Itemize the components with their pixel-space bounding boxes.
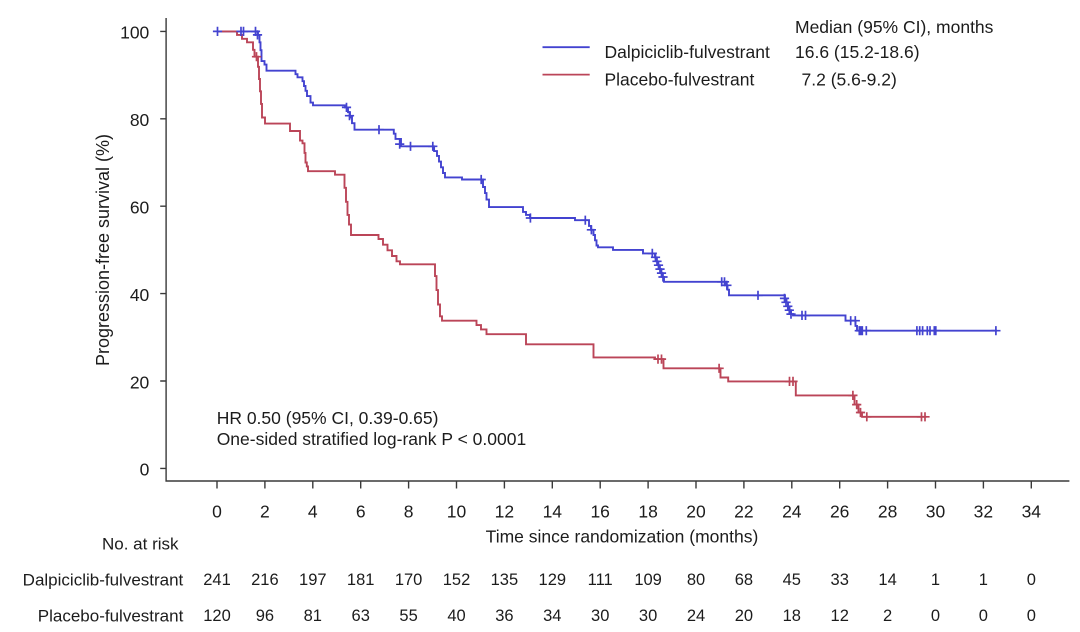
svg-text:6: 6 xyxy=(356,501,366,521)
svg-text:Time since randomization (mont: Time since randomization (months) xyxy=(486,527,759,547)
svg-text:216: 216 xyxy=(251,571,279,589)
svg-text:0: 0 xyxy=(1027,571,1036,589)
svg-text:0: 0 xyxy=(212,501,222,521)
svg-text:No. at risk: No. at risk xyxy=(102,535,179,554)
svg-text:One-sided stratified log-rank: One-sided stratified log-rank P < 0.0001 xyxy=(217,429,527,449)
svg-text:12: 12 xyxy=(495,501,514,521)
svg-text:22: 22 xyxy=(734,501,753,521)
svg-text:1: 1 xyxy=(931,571,940,589)
svg-text:Dalpiciclib-fulvestrant: Dalpiciclib-fulvestrant xyxy=(605,42,770,62)
svg-text:Progression-free survival (%): Progression-free survival (%) xyxy=(93,134,113,366)
svg-text:40: 40 xyxy=(130,285,150,305)
svg-text:10: 10 xyxy=(447,501,467,521)
svg-text:34: 34 xyxy=(1022,501,1042,521)
svg-text:63: 63 xyxy=(352,607,370,625)
svg-text:0: 0 xyxy=(140,460,150,480)
svg-text:24: 24 xyxy=(782,501,802,521)
svg-text:8: 8 xyxy=(404,501,414,521)
svg-text:100: 100 xyxy=(120,23,149,43)
svg-text:197: 197 xyxy=(299,571,327,589)
svg-text:241: 241 xyxy=(203,571,231,589)
svg-text:Dalpiciclib-fulvestrant: Dalpiciclib-fulvestrant xyxy=(23,570,184,589)
svg-text:60: 60 xyxy=(130,198,150,218)
svg-text:55: 55 xyxy=(399,607,417,625)
svg-text:18: 18 xyxy=(638,501,657,521)
svg-text:129: 129 xyxy=(539,571,567,589)
svg-text:12: 12 xyxy=(831,607,849,625)
svg-text:181: 181 xyxy=(347,571,375,589)
svg-text:18: 18 xyxy=(783,607,801,625)
svg-text:30: 30 xyxy=(591,607,609,625)
svg-text:Median (95% CI), months: Median (95% CI), months xyxy=(795,17,994,37)
svg-text:7.2 (5.6-9.2): 7.2 (5.6-9.2) xyxy=(802,69,897,89)
svg-text:0: 0 xyxy=(1027,607,1036,625)
svg-text:40: 40 xyxy=(447,607,465,625)
svg-text:0: 0 xyxy=(979,607,988,625)
svg-text:28: 28 xyxy=(878,501,897,521)
svg-text:109: 109 xyxy=(634,571,662,589)
svg-text:2: 2 xyxy=(883,607,892,625)
svg-text:20: 20 xyxy=(686,501,706,521)
svg-text:81: 81 xyxy=(304,607,322,625)
svg-text:24: 24 xyxy=(687,607,705,625)
svg-text:16.6 (15.2-18.6): 16.6 (15.2-18.6) xyxy=(795,42,920,62)
svg-text:33: 33 xyxy=(831,571,849,589)
svg-text:1: 1 xyxy=(979,571,988,589)
svg-text:68: 68 xyxy=(735,571,753,589)
svg-text:120: 120 xyxy=(203,607,231,625)
svg-text:Placebo-fulvestrant: Placebo-fulvestrant xyxy=(605,69,755,89)
svg-text:2: 2 xyxy=(260,501,270,521)
svg-text:36: 36 xyxy=(495,607,513,625)
svg-text:80: 80 xyxy=(687,571,705,589)
svg-text:152: 152 xyxy=(443,571,471,589)
svg-text:80: 80 xyxy=(130,110,150,130)
svg-text:45: 45 xyxy=(783,571,801,589)
svg-text:135: 135 xyxy=(491,571,519,589)
svg-text:Placebo-fulvestrant: Placebo-fulvestrant xyxy=(38,606,184,625)
svg-text:0: 0 xyxy=(931,607,940,625)
svg-text:170: 170 xyxy=(395,571,423,589)
svg-text:32: 32 xyxy=(974,501,993,521)
svg-text:34: 34 xyxy=(543,607,561,625)
svg-text:30: 30 xyxy=(639,607,657,625)
svg-text:16: 16 xyxy=(590,501,609,521)
svg-text:HR 0.50 (95% CI, 0.39-0.65): HR 0.50 (95% CI, 0.39-0.65) xyxy=(217,408,439,428)
svg-text:96: 96 xyxy=(256,607,274,625)
svg-text:26: 26 xyxy=(830,501,849,521)
svg-text:20: 20 xyxy=(130,372,150,392)
svg-text:14: 14 xyxy=(543,501,563,521)
svg-text:14: 14 xyxy=(878,571,896,589)
svg-text:4: 4 xyxy=(308,501,318,521)
svg-text:111: 111 xyxy=(588,571,613,589)
svg-text:20: 20 xyxy=(735,607,753,625)
svg-text:30: 30 xyxy=(926,501,946,521)
